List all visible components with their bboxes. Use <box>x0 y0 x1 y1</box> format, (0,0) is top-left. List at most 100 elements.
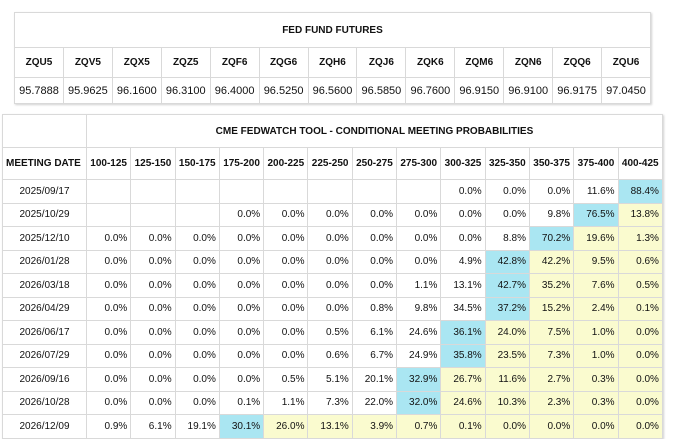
probability-cell: 22.0% <box>351 390 398 415</box>
probability-cell: 0.0% <box>263 343 309 368</box>
probability-cell <box>174 202 220 227</box>
probability-cell <box>174 179 220 204</box>
probability-cell: 23.5% <box>484 343 530 368</box>
futures-price: 95.9625 <box>62 77 113 104</box>
probability-cell: 30.1% <box>218 414 265 439</box>
probability-cell: 0.0% <box>617 320 663 345</box>
probability-cell: 2.3% <box>528 390 575 415</box>
probability-cell: 0.0% <box>218 249 265 274</box>
meeting-row: 2026/03/18 0.0% 0.0% 0.0% 0.0% 0.0% 0.0% 0.0% 1.… <box>2 273 663 298</box>
meeting-row: 2025/10/29 0.0% 0.0% 0.0% 0.0% 0.0% 0.0% 0.0% 9.… <box>2 202 663 227</box>
probability-cell: 0.0% <box>396 226 442 251</box>
probability-cell: 0.0% <box>351 249 398 274</box>
probability-cell: 7.5% <box>528 320 575 345</box>
probability-cell: 6.7% <box>351 343 398 368</box>
probability-cell: 6.1% <box>351 320 398 345</box>
probability-cell: 0.0% <box>263 202 309 227</box>
futures-price: 96.5250 <box>258 77 309 104</box>
probability-cell: 42.7% <box>484 273 530 298</box>
probability-cell <box>218 179 265 204</box>
rate-range-header: 125-150 <box>130 147 176 180</box>
probability-cell: 70.2% <box>528 226 575 251</box>
probability-cell: 1.3% <box>617 226 663 251</box>
probability-cell: 0.0% <box>218 296 265 321</box>
probability-cell: 0.0% <box>396 249 442 274</box>
meeting-row: 2026/10/28 0.0% 0.0% 0.0% 0.1% 1.1% 7.3% 22.0% 3… <box>2 390 663 415</box>
probability-cell: 13.8% <box>617 202 663 227</box>
probability-cell: 0.9% <box>85 414 132 439</box>
probability-cell: 0.0% <box>351 273 398 298</box>
probability-cell: 0.0% <box>263 320 309 345</box>
futures-price: 95.7888 <box>14 77 64 104</box>
meeting-row: 2026/04/29 0.0% 0.0% 0.0% 0.0% 0.0% 0.0% 0.8% 9.… <box>2 296 663 321</box>
probability-cell: 0.0% <box>174 343 220 368</box>
meeting-row: 2026/07/29 0.0% 0.0% 0.0% 0.0% 0.0% 0.6% 6.7% 24… <box>2 343 663 368</box>
range-header-row: MEETING DATE 100-125 125-150 150-175 175-200… <box>2 147 663 180</box>
meeting-row: 2026/09/16 0.0% 0.0% 0.0% 0.0% 0.5% 5.1% 20.1% 3… <box>2 367 663 392</box>
probability-cell: 6.1% <box>130 414 176 439</box>
probability-cell: 0.0% <box>85 343 132 368</box>
probability-cell: 19.6% <box>573 226 619 251</box>
rate-range-header: 100-125 <box>85 147 132 180</box>
rate-range-header: 375-400 <box>573 147 619 180</box>
probability-cell: 13.1% <box>307 414 353 439</box>
probability-cell: 0.0% <box>130 226 176 251</box>
probability-cell <box>351 179 398 204</box>
probability-cell: 0.0% <box>130 390 176 415</box>
probability-cell: 26.0% <box>263 414 309 439</box>
futures-symbol: ZQG6 <box>258 47 309 78</box>
probability-cell: 0.0% <box>263 249 309 274</box>
probability-cell: 0.0% <box>174 273 220 298</box>
meeting-date: 2025/12/10 <box>2 226 87 251</box>
meeting-row: 2025/09/17 0.0% 0.0% 0.0% 11.6% 88.4% <box>2 179 663 204</box>
probability-cell: 19.1% <box>174 414 220 439</box>
probability-cell: 0.0% <box>85 249 132 274</box>
probability-cell: 0.7% <box>396 414 442 439</box>
corner-cell <box>2 114 87 148</box>
probability-cell: 0.0% <box>174 249 220 274</box>
probability-cell: 0.0% <box>218 226 265 251</box>
probability-cell: 0.0% <box>263 273 309 298</box>
probability-cell: 42.8% <box>484 249 530 274</box>
probability-cell: 88.4% <box>617 179 663 204</box>
probability-cell: 0.1% <box>617 296 663 321</box>
futures-symbol: ZQQ6 <box>552 47 603 78</box>
probability-cell: 0.0% <box>218 343 265 368</box>
probability-cell: 0.0% <box>85 296 132 321</box>
probability-cell: 9.5% <box>573 249 619 274</box>
rate-range-header: 400-425 <box>617 147 663 180</box>
probability-cell: 0.5% <box>307 320 353 345</box>
probability-cell: 0.0% <box>484 202 530 227</box>
probability-cell: 15.2% <box>528 296 575 321</box>
futures-symbol: ZQX5 <box>111 47 162 78</box>
probability-cell: 0.1% <box>218 390 265 415</box>
probability-cell: 24.6% <box>396 320 442 345</box>
probability-cell: 24.6% <box>440 390 486 415</box>
probability-cell: 0.0% <box>218 367 265 392</box>
meeting-date: 2026/09/16 <box>2 367 87 392</box>
futures-price-row: 95.7888 95.9625 96.1600 96.3100 96.4000 96.52… <box>14 77 651 104</box>
rate-range-header: 250-275 <box>351 147 398 180</box>
probability-cell: 2.7% <box>528 367 575 392</box>
futures-price: 96.9100 <box>503 77 554 104</box>
rate-range-header: 175-200 <box>218 147 265 180</box>
probability-cell: 0.0% <box>85 367 132 392</box>
probability-cell: 0.0% <box>307 296 353 321</box>
probability-cell: 35.8% <box>440 343 486 368</box>
probability-cell: 0.0% <box>130 367 176 392</box>
probability-cell: 24.0% <box>484 320 530 345</box>
probability-cell: 0.0% <box>440 179 486 204</box>
probability-cell: 37.2% <box>484 296 530 321</box>
probability-cell: 7.3% <box>307 390 353 415</box>
probability-cell: 0.0% <box>174 320 220 345</box>
probability-cell: 0.0% <box>85 320 132 345</box>
futures-symbol: ZQF6 <box>209 47 260 78</box>
probability-cell: 0.5% <box>617 273 663 298</box>
probability-cell: 9.8% <box>528 202 575 227</box>
futures-symbol: ZQH6 <box>307 47 358 78</box>
futures-symbol: ZQK6 <box>405 47 456 78</box>
probability-cell: 1.0% <box>573 320 619 345</box>
futures-symbol: ZQV5 <box>62 47 113 78</box>
probability-cell: 0.0% <box>351 202 398 227</box>
probability-cell: 0.0% <box>263 296 309 321</box>
